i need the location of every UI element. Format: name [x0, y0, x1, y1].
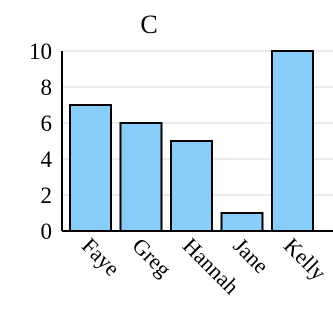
y-tick-label: 8 [41, 75, 53, 100]
bar-kelly [271, 50, 314, 232]
bar-jane [220, 212, 264, 232]
x-tick-label: Hannah [178, 233, 244, 299]
bar-layer [69, 50, 314, 232]
x-tick-label: Kelly [279, 233, 331, 285]
bar-greg [119, 122, 163, 232]
y-tick-label: 2 [41, 183, 53, 208]
y-tick-label: 6 [41, 111, 53, 136]
x-tick-label: Faye [77, 233, 125, 281]
y-tick-label: 10 [29, 39, 52, 64]
y-tick-label: 4 [41, 147, 53, 172]
bar-faye [69, 104, 112, 232]
axis-layer [61, 51, 333, 232]
chart-title: C [140, 10, 157, 39]
y-tick-label: 0 [41, 219, 53, 244]
bar-hannah [170, 140, 213, 232]
x-tick-label: Greg [127, 233, 176, 282]
